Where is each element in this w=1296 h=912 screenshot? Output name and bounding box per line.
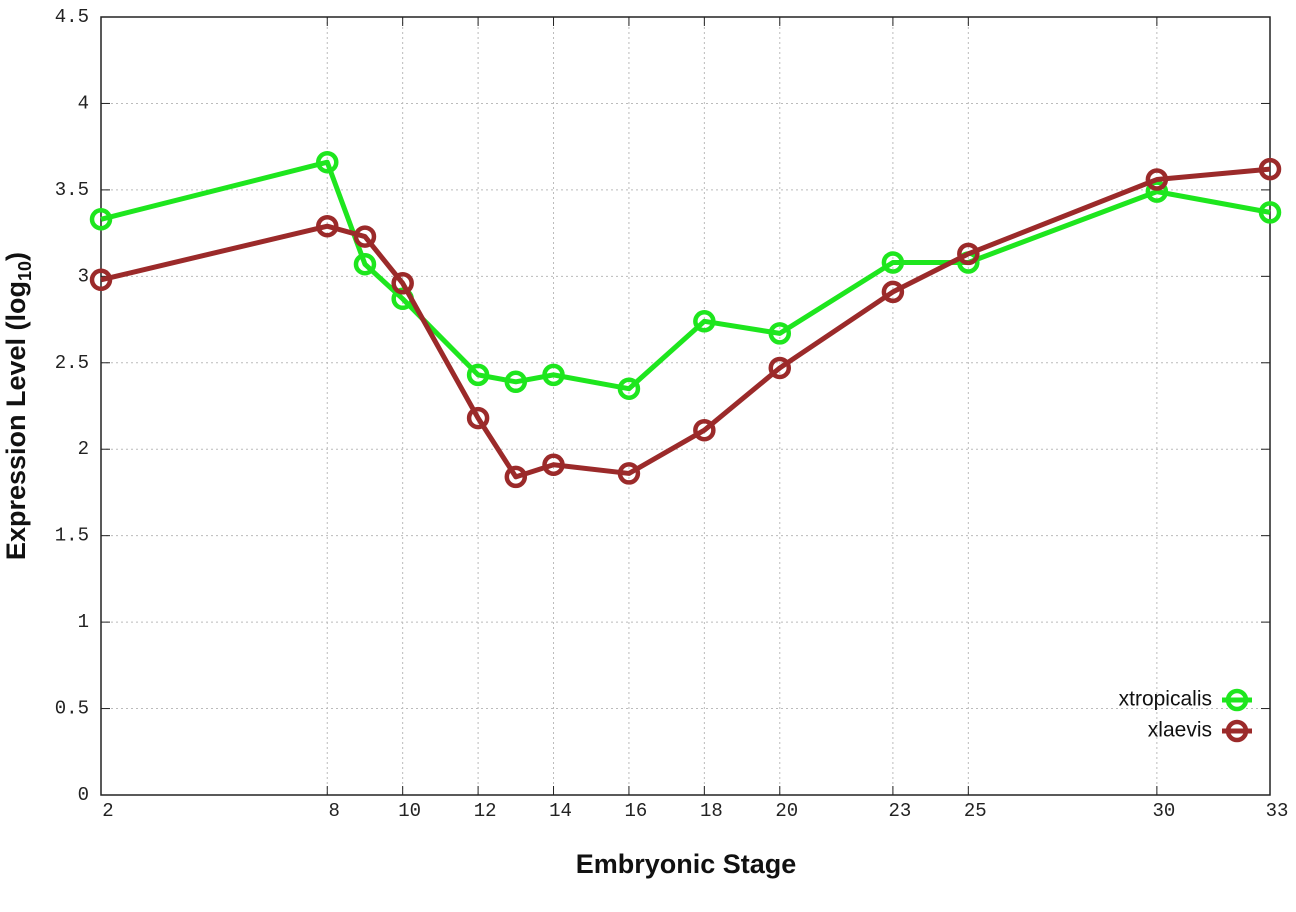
x-tick-label: 2 xyxy=(102,800,113,822)
point-marker xyxy=(1258,201,1282,224)
point-marker xyxy=(353,252,377,276)
point-marker xyxy=(504,465,528,489)
x-tick-label: 20 xyxy=(775,800,798,822)
point-marker xyxy=(617,462,641,485)
x-tick-label: 25 xyxy=(964,800,987,822)
point-marker xyxy=(542,453,565,477)
point-marker xyxy=(1145,180,1169,203)
x-tick-label: 14 xyxy=(549,800,572,822)
point-marker xyxy=(316,150,339,174)
point-marker xyxy=(768,322,792,345)
plot-frame xyxy=(100,16,1271,796)
y-tick-label: 0 xyxy=(78,784,89,806)
legend-label: xlaevis xyxy=(1148,719,1212,742)
point-marker xyxy=(693,310,716,333)
x-tick-label: 12 xyxy=(474,800,497,822)
y-tick-label: 2.5 xyxy=(55,352,89,374)
legend-marker xyxy=(1225,688,1249,712)
y-axis-label-subscript: 10 xyxy=(15,261,35,281)
x-tick-label: 18 xyxy=(700,800,723,822)
point-marker xyxy=(1258,157,1282,181)
y-axis-label: Expression Level (log10) xyxy=(1,252,35,560)
series-line xyxy=(100,159,1271,392)
point-marker xyxy=(466,363,490,387)
x-tick-label: 33 xyxy=(1266,800,1289,822)
point-marker xyxy=(391,271,414,295)
point-marker xyxy=(542,363,565,387)
y-tick-label: 2 xyxy=(78,438,89,460)
x-tick-label: 16 xyxy=(625,800,648,822)
point-marker xyxy=(957,242,980,266)
y-tick-label: 3 xyxy=(78,265,89,287)
point-marker xyxy=(881,251,905,274)
y-tick-label: 0.5 xyxy=(55,698,89,720)
y-tick-label: 4 xyxy=(78,92,89,114)
x-axis-label: Embryonic Stage xyxy=(576,849,797,879)
y-axis-label-suffix: ) xyxy=(1,252,31,261)
point-marker xyxy=(316,214,339,238)
point-marker xyxy=(768,356,792,380)
x-tick-label: 10 xyxy=(398,800,421,822)
y-axis-label-text: Expression Level (log xyxy=(1,281,31,560)
point-marker xyxy=(881,280,905,304)
x-tick-label: 30 xyxy=(1152,800,1175,822)
point-marker xyxy=(504,370,528,394)
point-marker xyxy=(466,406,490,430)
y-tick-label: 1.5 xyxy=(55,525,89,547)
y-tick-label: 1 xyxy=(78,611,89,633)
legend-label: xtropicalis xyxy=(1119,688,1212,711)
point-marker xyxy=(617,377,641,400)
x-tick-label: 8 xyxy=(329,800,340,822)
y-tick-label: 4.5 xyxy=(55,6,89,28)
point-marker xyxy=(693,418,716,442)
point-marker xyxy=(353,225,377,248)
legend-marker xyxy=(1225,719,1249,743)
x-tick-label: 23 xyxy=(888,800,911,822)
point-marker xyxy=(89,208,113,231)
point-marker xyxy=(1145,168,1169,191)
y-tick-label: 3.5 xyxy=(55,179,89,201)
point-marker xyxy=(89,268,113,292)
